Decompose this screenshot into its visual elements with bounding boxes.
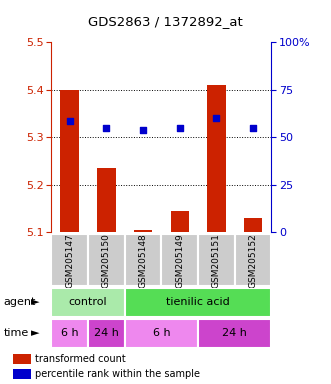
Bar <box>13 354 31 364</box>
Text: percentile rank within the sample: percentile rank within the sample <box>35 369 200 379</box>
Text: ►: ► <box>30 328 39 338</box>
Bar <box>88 319 125 348</box>
Bar <box>61 90 79 232</box>
Text: 24 h: 24 h <box>94 328 119 338</box>
Bar <box>88 234 125 286</box>
Point <box>104 125 109 131</box>
Text: 6 h: 6 h <box>61 328 78 338</box>
Bar <box>244 218 262 232</box>
Point <box>140 127 146 133</box>
Bar <box>170 211 189 232</box>
Text: control: control <box>69 297 107 308</box>
Point <box>214 115 219 121</box>
Text: GSM205149: GSM205149 <box>175 233 184 288</box>
Bar <box>125 319 198 348</box>
Bar <box>97 168 116 232</box>
Text: agent: agent <box>3 297 36 307</box>
Text: tienilic acid: tienilic acid <box>166 297 230 308</box>
Bar <box>51 234 88 286</box>
Point <box>67 118 72 124</box>
Text: transformed count: transformed count <box>35 354 126 364</box>
Text: GSM205150: GSM205150 <box>102 233 111 288</box>
Bar <box>198 234 235 286</box>
Bar <box>13 369 31 379</box>
Text: GDS2863 / 1372892_at: GDS2863 / 1372892_at <box>88 15 243 28</box>
Text: GSM205148: GSM205148 <box>138 233 148 288</box>
Text: GSM205152: GSM205152 <box>249 233 258 288</box>
Text: 24 h: 24 h <box>222 328 247 338</box>
Text: GSM205151: GSM205151 <box>212 233 221 288</box>
Bar <box>125 288 271 317</box>
Point <box>177 125 182 131</box>
Bar <box>51 319 88 348</box>
Bar <box>134 230 152 232</box>
Bar <box>161 234 198 286</box>
Text: time: time <box>3 328 28 338</box>
Text: GSM205147: GSM205147 <box>65 233 74 288</box>
Bar <box>198 319 271 348</box>
Bar <box>125 234 161 286</box>
Point <box>251 125 256 131</box>
Bar <box>207 85 225 232</box>
Text: ►: ► <box>30 297 39 307</box>
Bar <box>51 288 125 317</box>
Text: 6 h: 6 h <box>153 328 170 338</box>
Bar <box>235 234 271 286</box>
